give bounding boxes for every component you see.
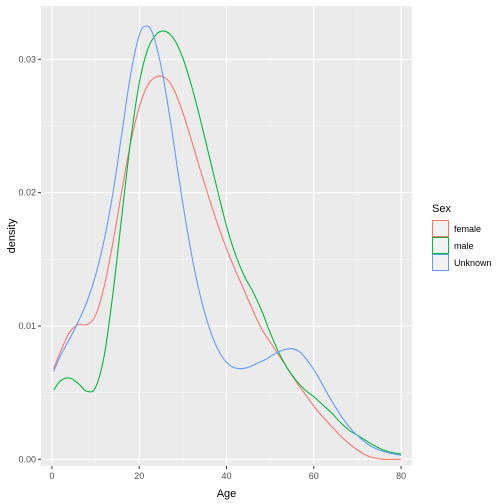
legend-swatch-male <box>432 237 449 254</box>
density-curves <box>53 25 402 460</box>
legend-key-male <box>432 237 449 254</box>
legend-key-female <box>432 220 449 237</box>
legend-label-unknown: Unknown <box>454 258 492 268</box>
y-axis-ticks: 0.00 0.01 0.02 0.03 <box>18 54 41 464</box>
density-curve-female <box>53 75 402 460</box>
y-axis-title: density <box>6 218 18 253</box>
density-curve-male <box>53 30 402 455</box>
y-tick-label: 0.01 <box>18 321 36 331</box>
x-tick-label: 20 <box>134 471 144 481</box>
legend: Sex female male Unknown <box>432 203 492 271</box>
density-curve-unknown <box>53 25 402 456</box>
y-tick-label: 0.00 <box>18 454 36 464</box>
x-axis-title: Age <box>217 488 237 500</box>
x-tick-label: 60 <box>309 471 319 481</box>
x-tick-label: 40 <box>221 471 231 481</box>
x-tick-label: 0 <box>49 471 54 481</box>
x-tick-label: 80 <box>396 471 406 481</box>
y-tick-label: 0.03 <box>18 54 36 64</box>
legend-label-female: female <box>454 224 481 234</box>
legend-items: female male Unknown <box>432 220 492 271</box>
legend-swatch-unknown <box>432 254 449 271</box>
x-axis-ticks: 0 20 40 60 80 <box>49 466 406 481</box>
legend-title: Sex <box>432 203 451 215</box>
legend-key-unknown <box>432 254 449 271</box>
y-tick-label: 0.02 <box>18 188 36 198</box>
legend-swatch-female <box>432 220 449 237</box>
legend-label-male: male <box>454 241 474 251</box>
